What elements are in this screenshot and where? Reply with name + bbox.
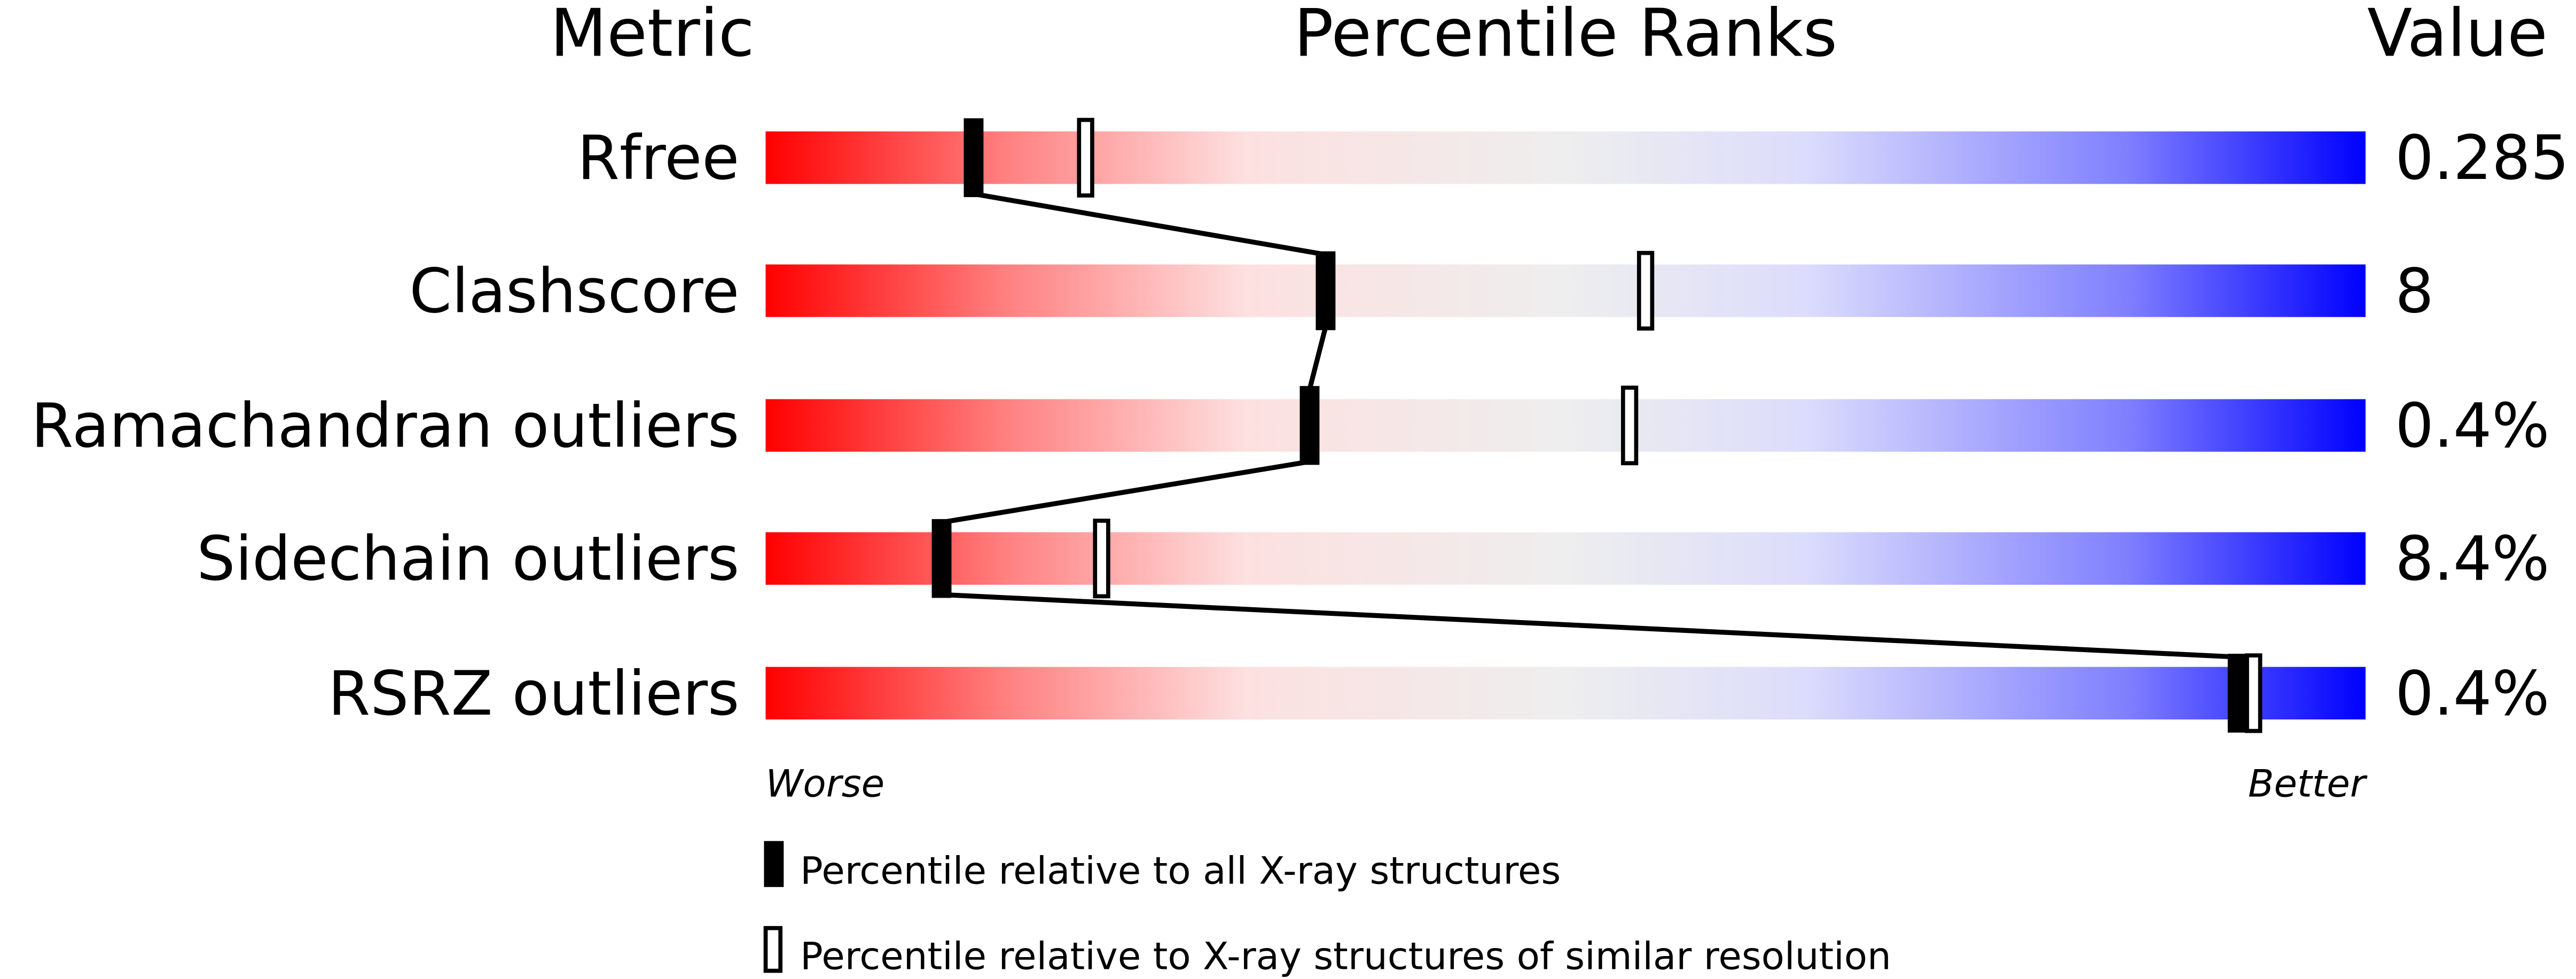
percentile-bar: [765, 264, 2366, 317]
all-structures-marker: [964, 118, 984, 198]
metric-value: 8.4%: [2395, 523, 2549, 594]
all-structures-marker: [2227, 654, 2248, 733]
metric-label: RSRZ outliers: [328, 658, 739, 729]
metric-rows: Rfree 0.285 Clashscore 8 Ramachandran outlie…: [31, 122, 2569, 729]
similar-resolution-marker: [2245, 653, 2262, 733]
connector-line: [1307, 326, 1328, 390]
metric-label: Clashscore: [409, 255, 739, 326]
metric-value: 0.4%: [2395, 390, 2549, 461]
similar-resolution-marker: [1077, 118, 1094, 198]
better-label: Better: [2248, 762, 2368, 806]
percentile-bar: [765, 399, 2366, 452]
metric-row: Rfree 0.285: [577, 122, 2569, 193]
percentile-bar: [765, 532, 2366, 585]
worse-label: Worse: [765, 762, 884, 806]
similar-resolution-marker: [1637, 250, 1655, 331]
metric-row: Clashscore 8: [409, 255, 2433, 326]
connector-line: [941, 459, 1310, 525]
legend-hollow-marker: [763, 926, 783, 973]
legend-filled-label: Percentile relative to all X-ray structu…: [800, 849, 1561, 893]
percentile-bar: [765, 667, 2366, 720]
metric-value: 0.4%: [2395, 658, 2549, 729]
header-value: Value: [2367, 0, 2548, 72]
metric-value: 0.285: [2395, 122, 2569, 193]
connector-line: [941, 592, 2238, 660]
similar-resolution-marker: [1620, 385, 1639, 466]
header-metric: Metric: [550, 0, 754, 72]
metric-label: Sidechain outliers: [197, 523, 739, 594]
connector-line: [973, 191, 1326, 257]
legend-hollow-label: Percentile relative to X-ray structures …: [800, 934, 1891, 978]
legend-filled-marker: [764, 841, 784, 887]
header-percentile-ranks: Percentile Ranks: [1294, 0, 1837, 72]
all-structures-marker: [1299, 386, 1320, 465]
percentile-bar: [765, 131, 2366, 184]
metric-value: 8: [2395, 255, 2433, 326]
metric-label: Rfree: [577, 122, 739, 193]
metric-row: Ramachandran outliers 0.4%: [31, 390, 2549, 461]
all-structures-marker: [931, 519, 952, 598]
metric-row: Sidechain outliers 8.4%: [197, 523, 2549, 594]
metric-row: RSRZ outliers 0.4%: [328, 658, 2549, 729]
markers: [931, 118, 2262, 733]
similar-resolution-marker: [1093, 519, 1110, 599]
metric-label: Ramachandran outliers: [31, 390, 739, 461]
all-structures-marker: [1316, 251, 1336, 331]
